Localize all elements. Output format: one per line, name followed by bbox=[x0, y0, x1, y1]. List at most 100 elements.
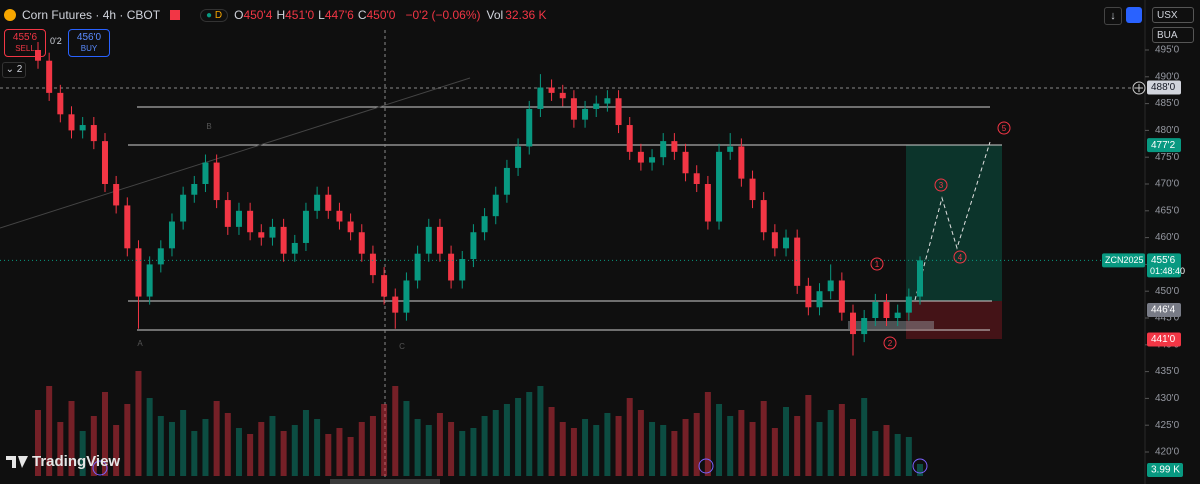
candle-body bbox=[805, 285, 812, 308]
currency-select[interactable]: USX bbox=[1152, 7, 1194, 23]
candle-body bbox=[917, 260, 923, 297]
candle-body bbox=[671, 141, 678, 152]
candle-body bbox=[738, 146, 745, 179]
buy-price: 456'0 bbox=[76, 32, 102, 43]
volume-bar bbox=[861, 398, 868, 476]
y-tick-label: 490'0 bbox=[1155, 71, 1180, 82]
volume-bar bbox=[481, 416, 488, 476]
candle-body bbox=[113, 183, 120, 206]
symbol-bar: Corn Futures · 4h · CBOT ● D O450'4 H451'… bbox=[4, 6, 547, 24]
sell-label: SELL bbox=[15, 44, 35, 53]
volume-bar bbox=[90, 416, 97, 476]
candle-body bbox=[291, 242, 298, 254]
candle-body bbox=[515, 146, 522, 168]
volume-bar bbox=[314, 419, 321, 476]
candle-body bbox=[716, 151, 723, 222]
symbol-icon bbox=[4, 9, 16, 21]
scrollbar[interactable] bbox=[330, 479, 440, 484]
refresh-button[interactable] bbox=[1126, 7, 1142, 23]
price-label-bg bbox=[1147, 253, 1181, 278]
y-tick-label: 435'0 bbox=[1155, 366, 1180, 377]
event-icon[interactable] bbox=[912, 458, 928, 474]
price-label: 477'2 bbox=[1151, 140, 1176, 151]
download-button[interactable]: ↓ bbox=[1104, 7, 1122, 25]
volume-bar bbox=[827, 410, 834, 476]
candle-body bbox=[559, 92, 566, 99]
volume-bar bbox=[582, 419, 589, 476]
candle-body bbox=[760, 200, 767, 233]
volume-bar bbox=[559, 422, 566, 476]
candle-body bbox=[481, 216, 488, 233]
volume-bar bbox=[515, 398, 522, 476]
candle-body bbox=[101, 141, 108, 184]
volume-bar bbox=[637, 410, 644, 476]
buy-label: BUY bbox=[80, 44, 98, 53]
volume-bar bbox=[604, 413, 611, 476]
price-label-bg bbox=[1147, 138, 1181, 153]
candle-body bbox=[582, 108, 589, 120]
volume-bar bbox=[403, 401, 410, 476]
price-label: 455'6 bbox=[1151, 255, 1176, 266]
add-button[interactable] bbox=[1132, 81, 1146, 95]
volume-bar bbox=[626, 398, 633, 476]
flag[interactable] bbox=[170, 10, 181, 20]
event-icon[interactable] bbox=[92, 460, 108, 476]
volume-bar bbox=[202, 419, 209, 476]
candle-body bbox=[280, 226, 287, 254]
y-tick-label: 430'0 bbox=[1155, 393, 1180, 404]
volume-bar bbox=[180, 410, 187, 476]
candle-body bbox=[503, 167, 510, 195]
countdown: 01:48:40 bbox=[1150, 266, 1185, 276]
candle-body bbox=[637, 151, 644, 163]
candle-body bbox=[459, 259, 466, 281]
candle-body bbox=[57, 92, 64, 115]
unit-select[interactable]: BUA bbox=[1152, 27, 1194, 43]
volume-bar bbox=[459, 431, 466, 476]
volume-bar bbox=[68, 401, 75, 476]
volume-bar bbox=[101, 392, 108, 476]
price-axis: 495'0 490'0 485'0 480'0 475'0 470'0 465'0 460'0… bbox=[1102, 45, 1185, 477]
symbol[interactable]: Corn Futures · 4h · CBOT bbox=[22, 8, 161, 22]
candle-body bbox=[727, 146, 734, 152]
event-icon[interactable] bbox=[698, 458, 714, 474]
ohlc-value: 447'6 bbox=[324, 8, 354, 22]
volume-bar bbox=[392, 386, 399, 476]
y-tick-label: 480'0 bbox=[1155, 125, 1180, 136]
candle-body bbox=[649, 157, 656, 163]
candle-body bbox=[168, 221, 175, 249]
wave-label: 5 bbox=[1002, 124, 1007, 133]
panes-toggle[interactable]: ⌄ 2 bbox=[2, 62, 26, 78]
candle-body bbox=[448, 253, 455, 281]
volume-bar bbox=[157, 416, 164, 476]
volume-bar bbox=[336, 428, 343, 476]
volume-bar bbox=[381, 404, 388, 476]
y-tick-label: 450'0 bbox=[1155, 286, 1180, 297]
symbol-tag: ZCN2025 bbox=[1105, 255, 1144, 265]
candle-body bbox=[850, 312, 857, 335]
candle-body bbox=[79, 125, 86, 131]
candle-body bbox=[124, 205, 131, 249]
volume-bar bbox=[168, 422, 175, 476]
candle-body bbox=[146, 264, 153, 297]
candle-body bbox=[157, 248, 164, 265]
point-label: B bbox=[206, 122, 211, 131]
candle-body bbox=[682, 151, 689, 174]
volume-bar bbox=[302, 410, 309, 476]
buy-button[interactable]: 456'0 BUY bbox=[68, 29, 110, 57]
wave-label: 3 bbox=[939, 181, 944, 190]
sell-button[interactable]: 455'6 SELL bbox=[4, 29, 46, 57]
volume-value: 32.36 K bbox=[505, 8, 547, 22]
volume-bar bbox=[213, 401, 220, 476]
volume-bar bbox=[347, 437, 354, 476]
y-tick-label: 495'0 bbox=[1155, 45, 1180, 56]
symbol-tag-bg bbox=[1102, 253, 1145, 268]
candle-body bbox=[827, 280, 834, 292]
volume-bar bbox=[894, 434, 901, 476]
candle-body bbox=[269, 226, 276, 238]
candle-body bbox=[905, 296, 912, 313]
candle-body bbox=[660, 141, 667, 158]
wave-label: 2 bbox=[888, 339, 893, 348]
y-tick-label: 445'0 bbox=[1155, 313, 1180, 324]
